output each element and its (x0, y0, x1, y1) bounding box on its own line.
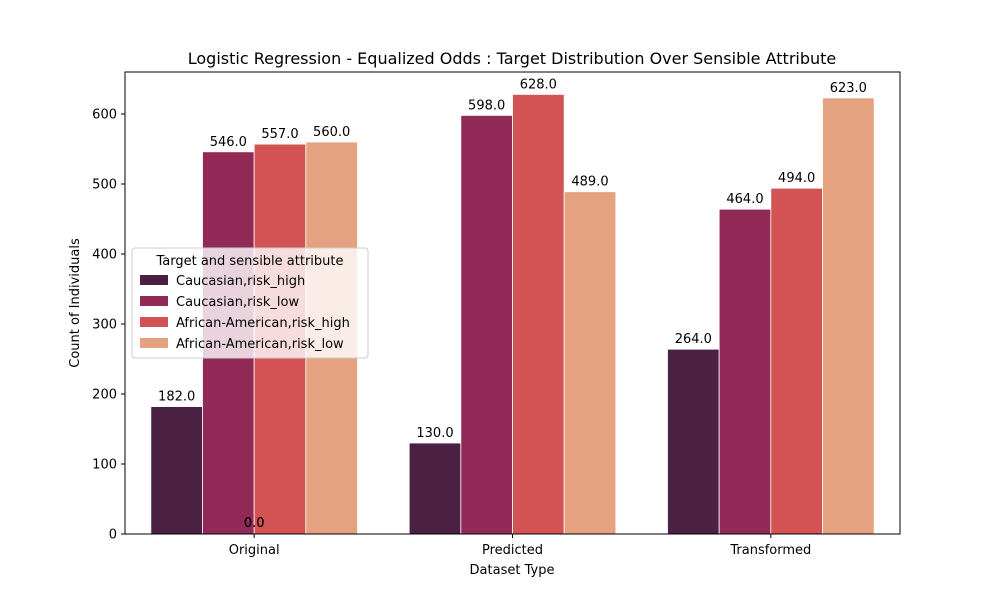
legend-item-label: Caucasian,risk_low (176, 295, 299, 310)
bar-value-label: 598.0 (468, 98, 505, 113)
bar (150, 406, 203, 535)
legend-item-label: Caucasian,risk_high (176, 274, 305, 289)
legend-item-label: African-American,risk_low (176, 337, 344, 352)
y-tick-label: 500 (92, 178, 117, 193)
axes-layer: 0 100 200 300 400 500 600 Original Predicted Tran… (92, 71, 901, 558)
bar (563, 191, 617, 535)
bar-value-label: 546.0 (210, 135, 247, 150)
y-tick-label: 300 (92, 318, 117, 333)
bar-value-label: 489.0 (571, 175, 608, 190)
legend-title: Target and sensible attribute (155, 254, 343, 269)
x-tick-label: Transformed (729, 543, 811, 558)
bar (770, 187, 823, 535)
x-axis-label: Dataset Type (470, 563, 555, 578)
bar-value-label: 182.0 (158, 390, 195, 405)
x-tick-label: Predicted (482, 543, 543, 558)
legend-swatch (140, 338, 168, 348)
bar (408, 442, 462, 535)
legend-item-label: African-American,risk_high (176, 316, 350, 331)
y-tick-label: 400 (92, 248, 117, 263)
chart-title: Logistic Regression - Equalized Odds : T… (188, 49, 837, 68)
legend-swatch (140, 317, 168, 327)
legend: Target and sensible attribute Caucasian,r… (131, 247, 369, 359)
zero-annotation: 0.0 (244, 516, 265, 531)
bar-value-label: 130.0 (416, 426, 453, 441)
bar-labels-layer: 182.0 130.0 264.0 546.0 598.0 464.0 557.0 628.0… (158, 77, 867, 531)
bar-value-label: 494.0 (778, 171, 815, 186)
bar-value-label: 557.0 (261, 127, 298, 142)
legend-swatch (140, 296, 168, 306)
bar-value-label: 628.0 (520, 77, 557, 92)
legend-box (131, 247, 369, 359)
x-tick-label: Original (229, 543, 280, 558)
bar-value-label: 264.0 (675, 332, 712, 347)
bar (667, 348, 720, 535)
y-tick-label: 200 (92, 388, 117, 403)
y-axis-label: Count of Individuals (68, 238, 83, 368)
y-tick-label: 100 (92, 458, 117, 473)
bar-value-label: 560.0 (313, 125, 350, 140)
bar (822, 97, 875, 535)
legend-swatch (140, 275, 168, 285)
bar (512, 94, 565, 535)
bar-value-label: 464.0 (726, 192, 763, 207)
bar (718, 208, 772, 535)
bar (460, 115, 513, 535)
zero-annotation: 0.0 (244, 516, 265, 531)
y-tick-label: 600 (92, 108, 117, 123)
bar-value-label: 623.0 (830, 81, 867, 96)
y-tick-label: 0 (109, 528, 117, 543)
